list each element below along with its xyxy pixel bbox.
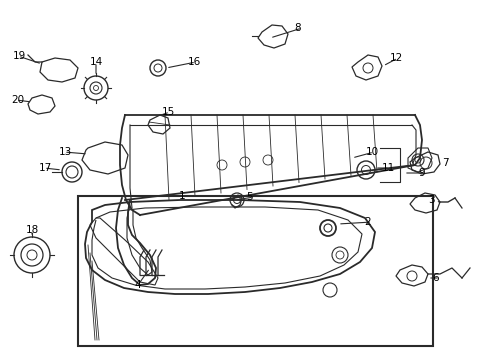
Text: 13: 13 (59, 147, 72, 157)
Text: 15: 15 (162, 107, 175, 117)
Text: 11: 11 (382, 163, 395, 173)
Text: 6: 6 (432, 273, 439, 283)
Text: 17: 17 (39, 163, 52, 173)
Text: 20: 20 (11, 95, 24, 105)
Text: 7: 7 (442, 158, 449, 168)
Text: 4: 4 (135, 280, 141, 290)
Text: 10: 10 (366, 147, 379, 157)
Text: 16: 16 (188, 57, 201, 67)
Bar (78, 196, 433, 346)
Text: 1: 1 (178, 191, 185, 201)
Text: 18: 18 (25, 225, 39, 235)
Text: 8: 8 (294, 23, 301, 33)
Text: 19: 19 (13, 51, 26, 61)
Text: 9: 9 (418, 168, 425, 178)
Text: 12: 12 (390, 53, 403, 63)
Text: 5: 5 (246, 192, 253, 202)
Text: 2: 2 (364, 217, 370, 227)
Text: 14: 14 (89, 57, 102, 67)
Text: 3: 3 (428, 195, 435, 205)
